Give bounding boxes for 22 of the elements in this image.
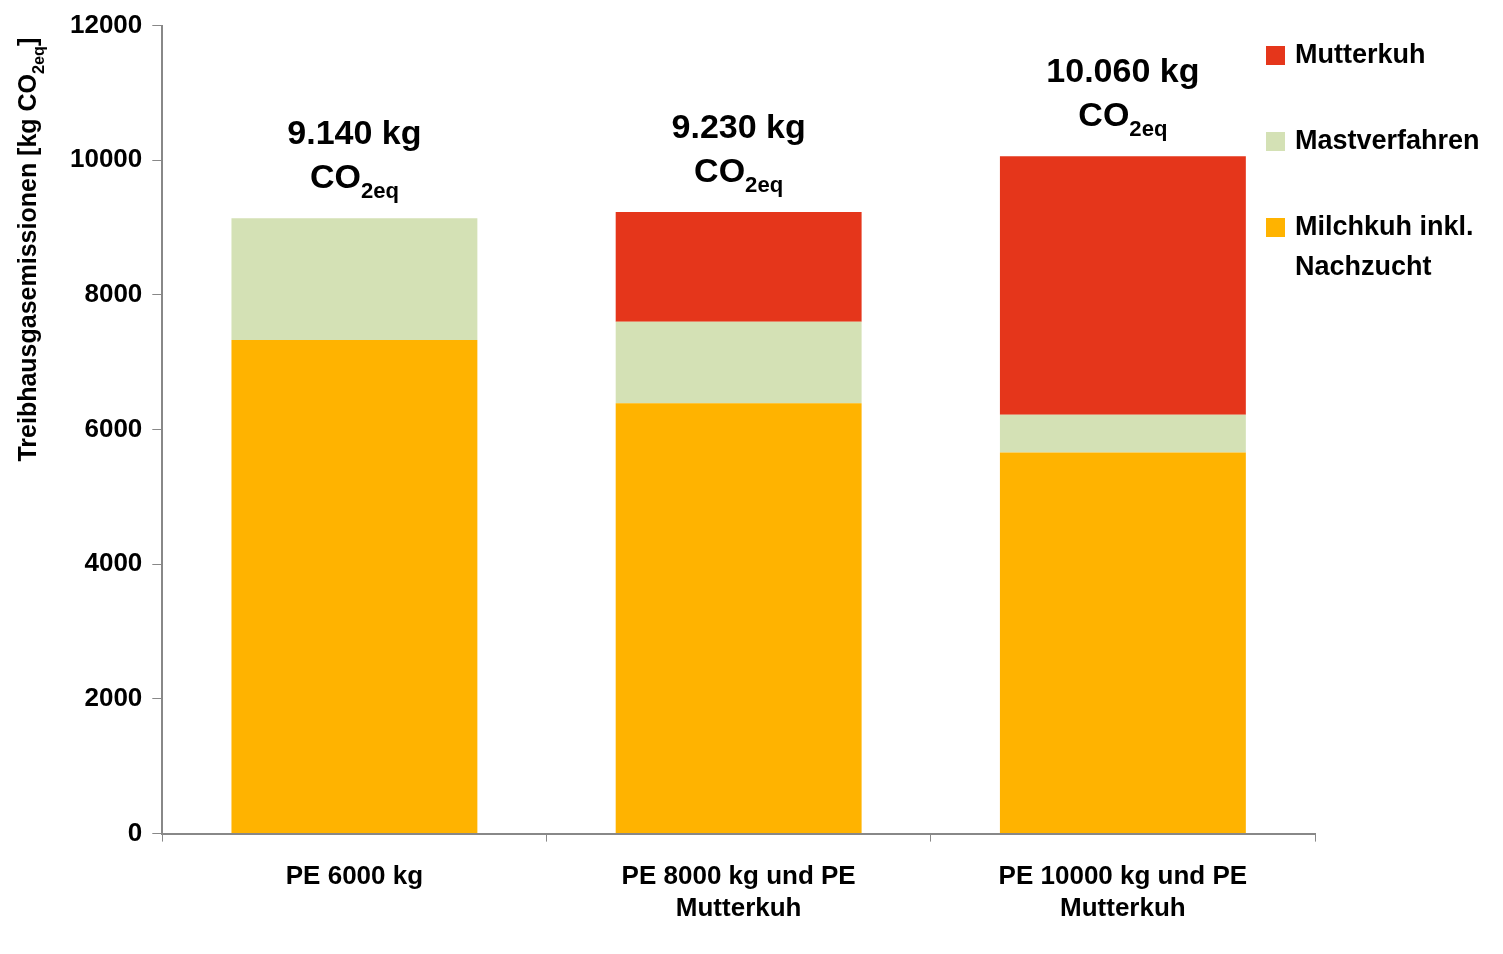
bar	[999, 414, 1246, 453]
legend-label: Mutterkuh	[1295, 38, 1427, 71]
bar	[615, 321, 862, 404]
x-tick-label: PE 10000 kg und PE Mutterkuh	[998, 860, 1248, 922]
y-tick-label: 8000	[84, 278, 143, 309]
y-tick-label: 6000	[84, 412, 143, 443]
x-tick-label: PE 8000 kg und PE Mutterkuh	[621, 860, 856, 922]
y-tick-label: 10000	[69, 143, 143, 174]
y-axis-title: Treibhausgasemissionen [kg CO2eq]	[13, 37, 47, 462]
legend-label: Mastverfahren	[1295, 124, 1481, 157]
bar	[615, 403, 862, 834]
legend-label: Milchkuh inkl. Nachzucht	[1295, 210, 1475, 283]
y-tick-label: 0	[127, 816, 143, 847]
y-tick-label: 4000	[84, 547, 143, 578]
bar	[999, 156, 1246, 415]
bar	[231, 340, 478, 834]
bar	[999, 452, 1246, 834]
bar	[231, 218, 478, 341]
y-tick-label: 12000	[69, 8, 143, 39]
bar	[615, 212, 862, 322]
y-tick-label: 2000	[84, 682, 143, 713]
x-tick-label: PE 6000 kg	[285, 860, 424, 891]
